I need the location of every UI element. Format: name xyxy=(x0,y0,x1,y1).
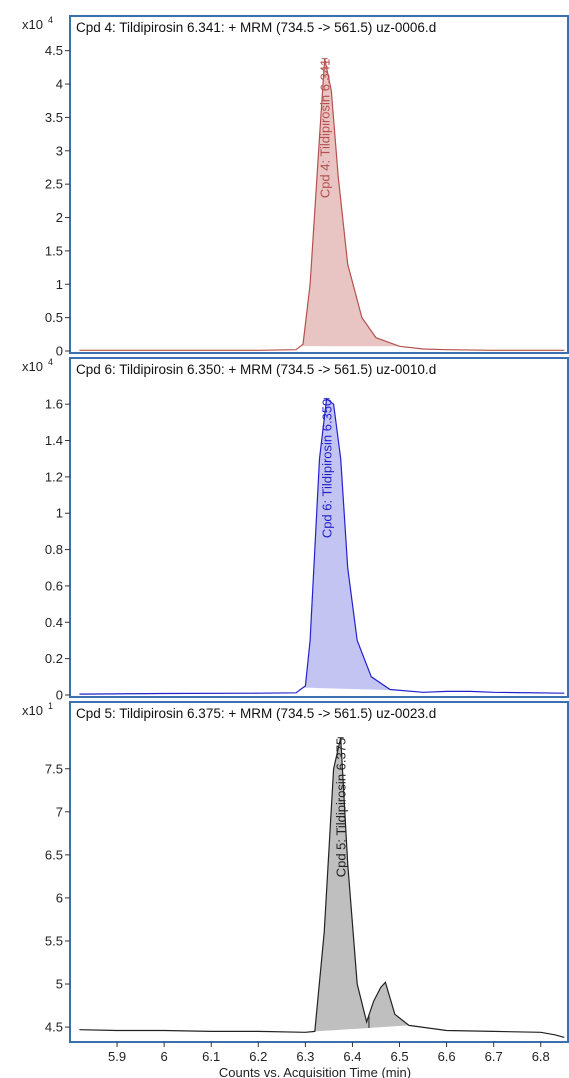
y-tick-label: 0 xyxy=(56,344,63,359)
y-multiplier-exponent: 1 xyxy=(48,701,53,711)
peak-area xyxy=(303,398,400,691)
y-tick-label: 2.5 xyxy=(45,177,63,192)
series-line xyxy=(79,58,565,351)
series-line xyxy=(79,737,565,1038)
x-tick-label: 6.2 xyxy=(249,1049,267,1064)
y-tick-label: 0.8 xyxy=(45,542,63,557)
y-tick-label: 6.5 xyxy=(45,847,63,862)
chart-panel-2: Cpd 6: Tildipirosin 6.350: + MRM (734.5 … xyxy=(22,357,569,703)
chart-panel-1: Cpd 4: Tildipirosin 6.341: + MRM (734.5 … xyxy=(22,15,569,359)
y-tick-label: 5 xyxy=(56,977,63,992)
y-multiplier-exponent: 4 xyxy=(48,15,53,25)
y-tick-label: 1.5 xyxy=(45,243,63,258)
y-tick-label: 1.2 xyxy=(45,469,63,484)
y-tick-label: 0.5 xyxy=(45,310,63,325)
x-tick-label: 6.4 xyxy=(343,1049,361,1064)
y-tick-label: 3 xyxy=(56,143,63,158)
series-line xyxy=(79,397,565,695)
peak-label: Cpd 6: Tildipirosin 6.350 xyxy=(320,399,335,538)
y-tick-label: 5.5 xyxy=(45,933,63,948)
y-tick-label: 1 xyxy=(56,277,63,292)
peak-area xyxy=(314,737,409,1032)
y-tick-label: 6 xyxy=(56,890,63,905)
x-tick-label: 6.6 xyxy=(438,1049,456,1064)
y-tick-label: 1 xyxy=(56,506,63,521)
y-tick-label: 2 xyxy=(56,210,63,225)
y-tick-label: 4.5 xyxy=(45,1020,63,1035)
y-tick-label: 1.6 xyxy=(45,397,63,412)
y-tick-label: 4 xyxy=(56,77,63,92)
chart-panel-3: Cpd 5: Tildipirosin 6.375: + MRM (734.5 … xyxy=(22,701,569,1043)
y-tick-label: 7 xyxy=(56,804,63,819)
chart-title: Cpd 5: Tildipirosin 6.375: + MRM (734.5 … xyxy=(76,706,436,721)
y-tick-label: 0.6 xyxy=(45,578,63,593)
chart-title: Cpd 4: Tildipirosin 6.341: + MRM (734.5 … xyxy=(76,20,436,35)
peak-label: Cpd 5: Tildipirosin 6.375 xyxy=(334,738,349,877)
y-multiplier: x10 xyxy=(22,359,43,374)
y-tick-label: 7.5 xyxy=(45,761,63,776)
y-tick-label: 4.5 xyxy=(45,43,63,58)
y-tick-label: 0 xyxy=(56,688,63,703)
peak-area xyxy=(300,58,400,347)
y-tick-label: 3.5 xyxy=(45,110,63,125)
x-tick-label: 6.7 xyxy=(485,1049,503,1064)
x-tick-label: 6.8 xyxy=(532,1049,550,1064)
x-tick-label: 6.5 xyxy=(390,1049,408,1064)
x-axis-label: Counts vs. Acquisition Time (min) xyxy=(219,1065,411,1078)
x-axis: 5.9 6 6.1 6.2 6.3 6.4 6.5 6.6 6.7 6.8 xyxy=(108,1042,550,1064)
y-tick-label: 0.4 xyxy=(45,615,63,630)
x-tick-label: 5.9 xyxy=(108,1049,126,1064)
x-tick-label: 6.3 xyxy=(296,1049,314,1064)
y-tick-label: 0.2 xyxy=(45,651,63,666)
x-tick-label: 6 xyxy=(161,1049,168,1064)
chart-title: Cpd 6: Tildipirosin 6.350: + MRM (734.5 … xyxy=(76,362,436,377)
y-multiplier: x10 xyxy=(22,703,43,718)
x-tick-label: 6.1 xyxy=(202,1049,220,1064)
y-multiplier-exponent: 4 xyxy=(48,357,53,367)
y-multiplier: x10 xyxy=(22,17,43,32)
y-tick-label: 1.4 xyxy=(45,433,63,448)
peak-label: Cpd 4: Tildipirosin 6.341 xyxy=(318,59,333,198)
